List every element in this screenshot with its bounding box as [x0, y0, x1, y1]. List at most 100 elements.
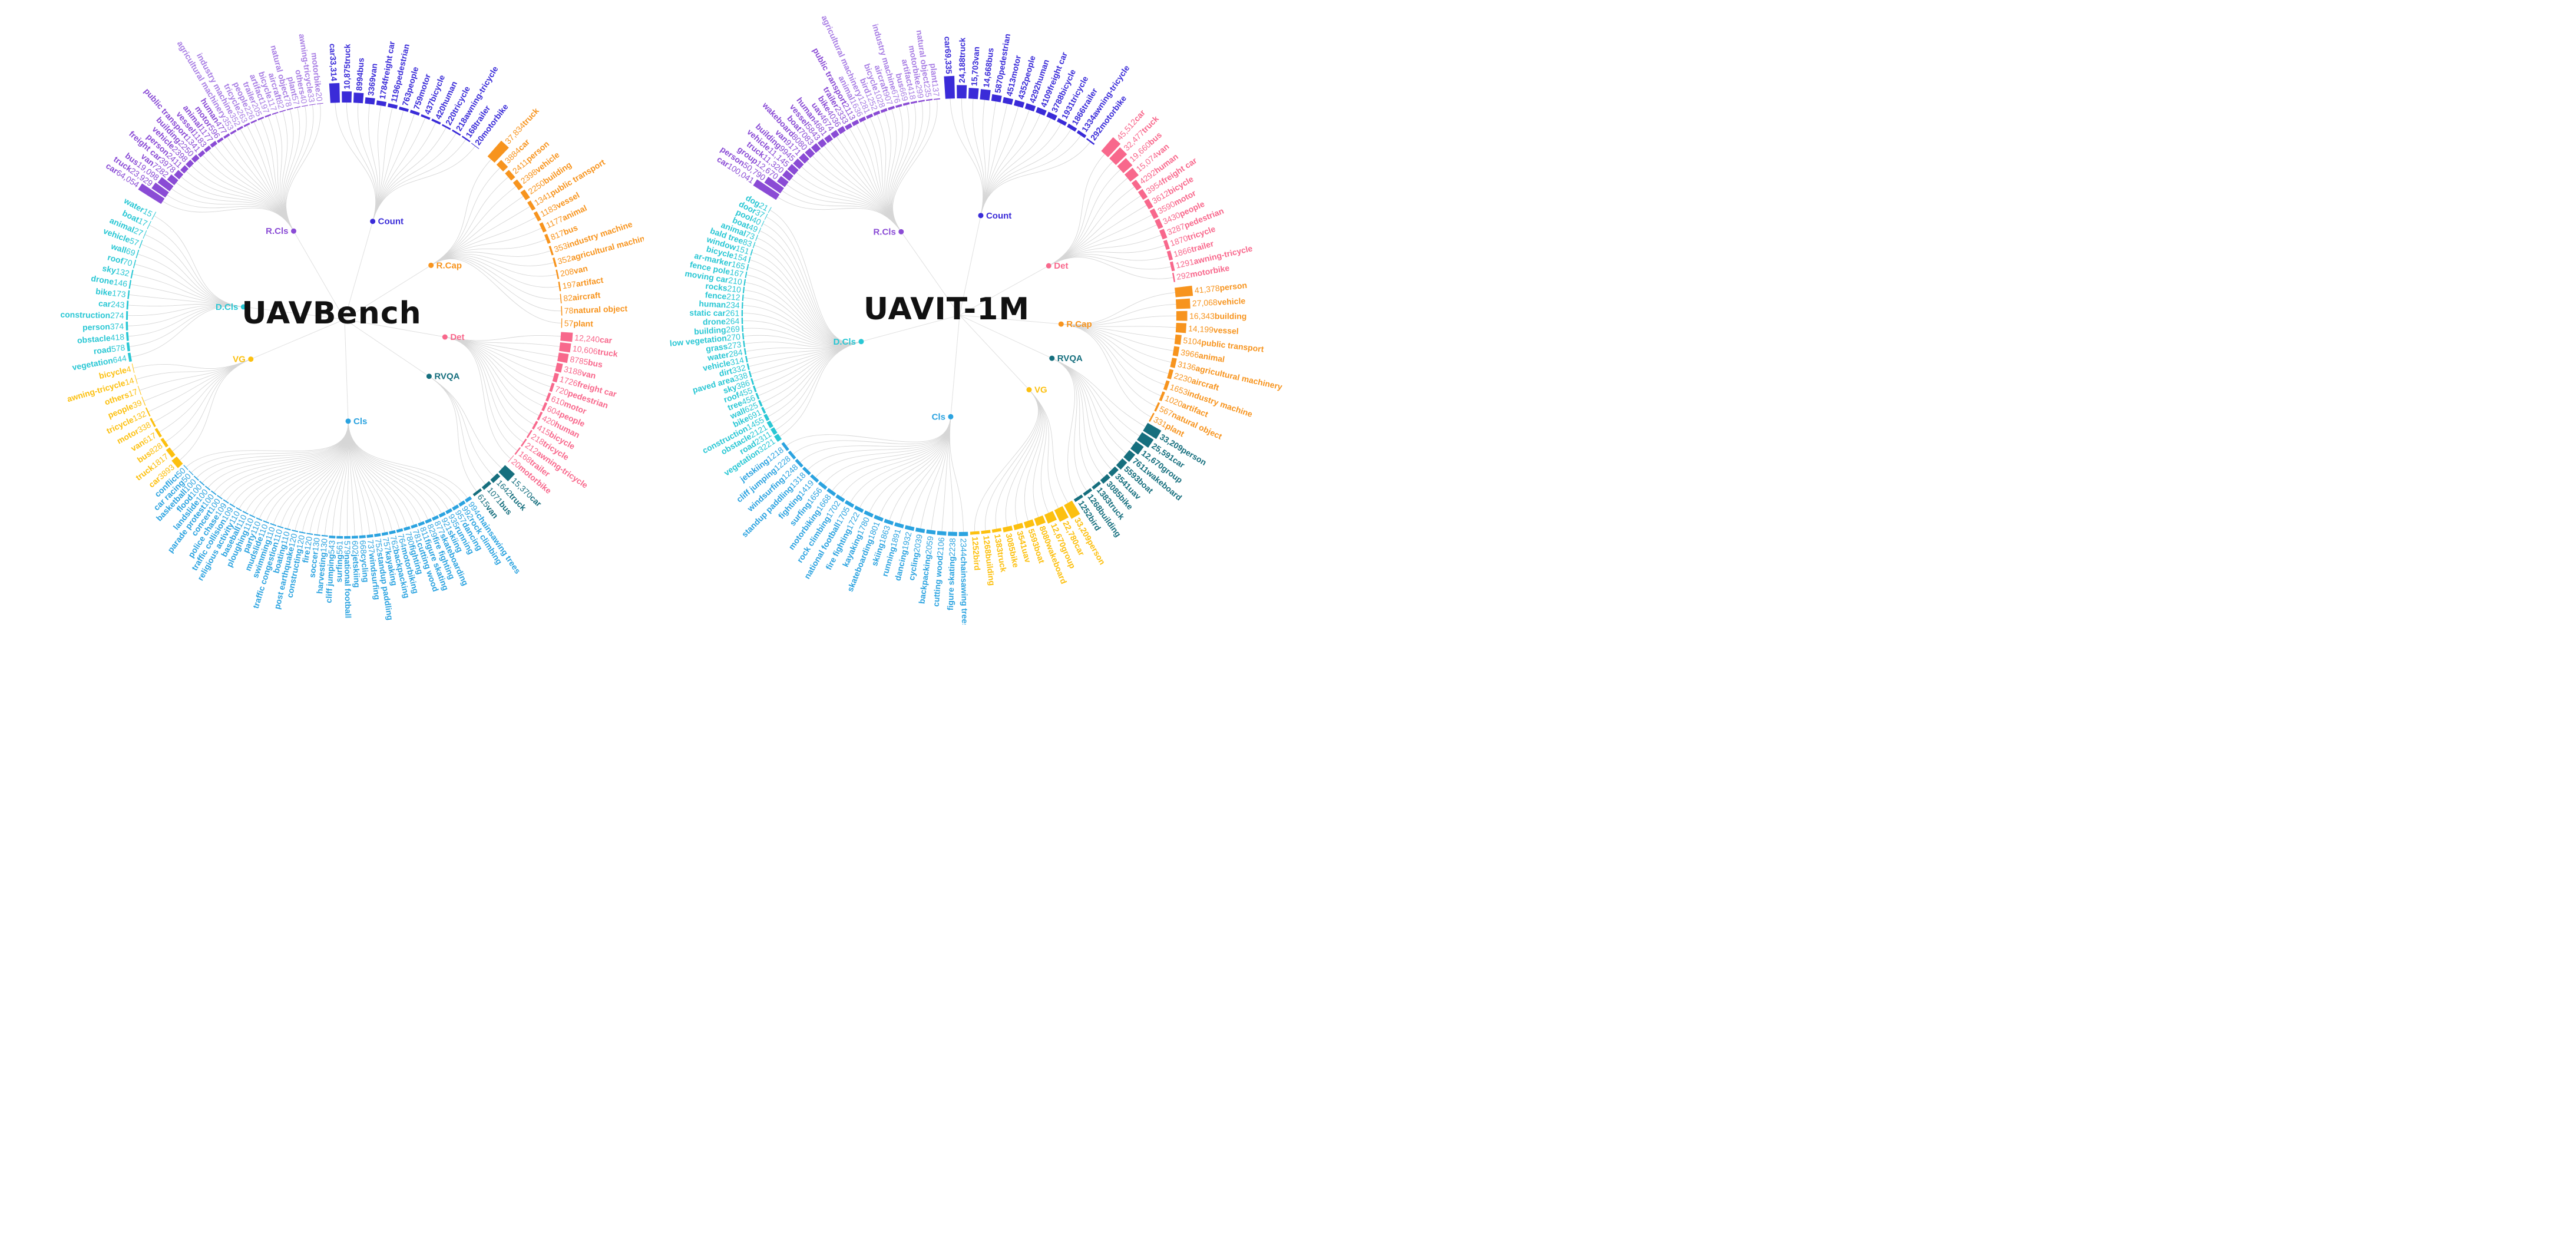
leaf-bar [817, 138, 827, 148]
leaf-bar [742, 294, 744, 301]
leaf-bar [487, 140, 509, 163]
leaf-bar [270, 523, 277, 527]
leaf-bar [830, 130, 839, 139]
leaf-bar [204, 145, 211, 153]
leaf-label: rocks210 [705, 281, 742, 295]
branch-nodes: R.Cls Count R.Cap Det RVQA Cls VG D.Cls [216, 217, 465, 427]
leaf-label: surfing561 [334, 540, 345, 582]
leaf-label: 24,188truck [957, 38, 967, 83]
leaf-bar [1013, 523, 1024, 530]
leaf-bar [1003, 526, 1013, 533]
leaf-links [128, 103, 561, 536]
leaf-bar [279, 110, 286, 113]
leaf-bar [264, 114, 272, 118]
leaf-bar [199, 481, 205, 486]
leaf-bar [138, 240, 143, 249]
leaf-bar [1163, 240, 1170, 250]
leaf-bar [520, 438, 527, 447]
leaf-label: sky386 [722, 378, 752, 395]
leaf-bar [741, 318, 743, 325]
branch-node-label: RVQA [1057, 353, 1083, 364]
leaf-label: 10,606truck [572, 343, 619, 359]
leaf-bar [388, 103, 398, 109]
leaf-bar [210, 141, 217, 148]
leaf-bar [981, 530, 991, 534]
leaf-label: road578 [93, 342, 126, 356]
branch-node-dot [1049, 355, 1055, 361]
leaf-bar [351, 536, 358, 539]
leaf-bar [944, 75, 955, 99]
leaf-bar [131, 363, 135, 373]
leaf-bar [421, 114, 431, 120]
leaf-bar [125, 311, 128, 320]
leaf-bar [753, 179, 780, 200]
leaf-label: static car261 [689, 308, 739, 318]
value-bars [741, 75, 1193, 537]
leaf-bar [186, 160, 194, 168]
leaf-bar [167, 174, 178, 186]
branch-node-label: Cls [932, 412, 945, 422]
leaf-bar [193, 475, 199, 481]
leaf-bar [438, 511, 446, 518]
leaf-bar [481, 481, 492, 490]
leaf-label: wall69 [110, 241, 137, 257]
leaf-bar [1092, 481, 1101, 490]
leaf-bar [915, 527, 925, 533]
branch-node-dot [291, 228, 297, 234]
leaf-label: 668cycling [358, 540, 371, 583]
leaf-bar [284, 527, 291, 531]
leaf-label: 14,199vessel [1188, 323, 1239, 336]
leaf-bar [432, 515, 439, 521]
leaf-bar [1169, 261, 1175, 272]
leaf-label: 579national football [343, 541, 353, 619]
leaf-bar [236, 125, 243, 131]
leaf-bar [1166, 250, 1173, 261]
leaf-bar [294, 106, 301, 109]
leaf-bar [741, 302, 743, 309]
leaf-bar [743, 279, 746, 286]
leaf-bar [223, 133, 230, 139]
leaf-label: 3188van [563, 364, 597, 381]
leaf-label: harvesting130 [315, 538, 329, 594]
leaf-bar [243, 123, 250, 127]
leaf-bar [1003, 97, 1014, 105]
leaf-bar [933, 98, 941, 100]
branch-node-dot [1026, 386, 1032, 392]
leaf-bar [902, 102, 910, 106]
leaf-bar [125, 321, 128, 331]
leaf-bar [558, 281, 561, 292]
leaf-bar [810, 474, 819, 483]
leaf-label: 3369van [366, 63, 379, 97]
leaf-bar [250, 119, 257, 124]
leaf-bar [263, 520, 270, 524]
leaf-bar [210, 490, 217, 495]
leaf-bar [552, 257, 557, 267]
branch-node-label: D.Cls [834, 337, 856, 347]
leaf-bar [968, 88, 979, 100]
leaf-bar [171, 456, 183, 468]
leaf-bar [755, 392, 760, 399]
leaf-bar [1024, 519, 1035, 528]
leaf-label: 16,343building [1189, 311, 1246, 320]
leaf-bar [514, 447, 521, 455]
leaf-label: 3085bike [1004, 533, 1021, 569]
leaf-label: plant57 [286, 75, 301, 106]
leaf-label: fence212 [705, 290, 740, 302]
leaf-bar [533, 211, 541, 222]
leaf-bar [748, 371, 752, 378]
leaf-bar [1155, 218, 1163, 229]
leaf-label: 197artifact [562, 275, 604, 290]
leaf-bar [441, 124, 451, 130]
leaf-bar [1076, 130, 1087, 138]
leaf-bar [1064, 500, 1080, 519]
leaf-bar [230, 129, 237, 135]
leaf-label: bus669 [894, 72, 910, 102]
leaf-bar [743, 348, 747, 355]
leaf-label: water284 [706, 348, 743, 363]
leaf-bar [229, 503, 236, 508]
branch-node-dot [240, 304, 246, 310]
leaf-bar [799, 153, 809, 164]
leaf-bar [223, 499, 229, 504]
leaf-label: car33,314 [328, 44, 339, 82]
leaf-bar [837, 125, 846, 134]
